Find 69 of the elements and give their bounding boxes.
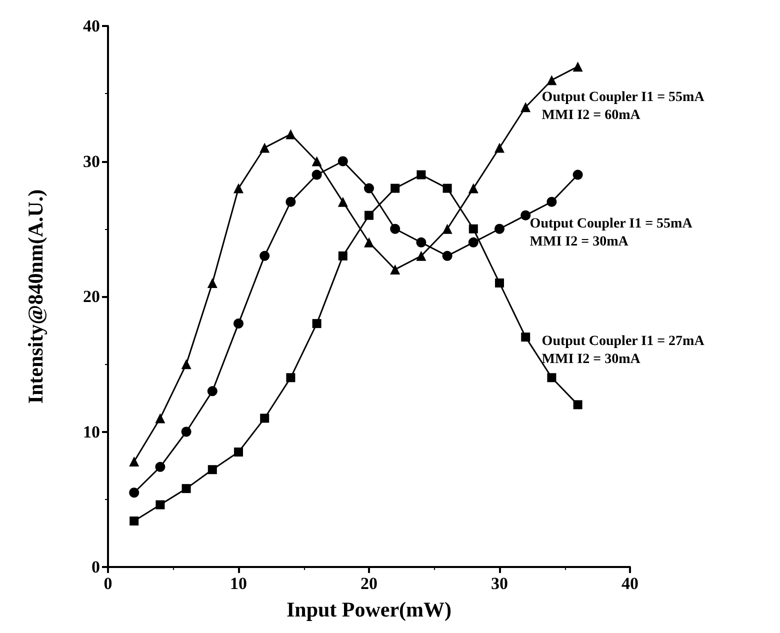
point xyxy=(338,156,348,166)
point xyxy=(468,224,478,234)
point xyxy=(364,210,374,220)
point xyxy=(364,183,374,194)
point xyxy=(390,264,400,274)
point xyxy=(520,102,531,112)
point xyxy=(390,224,400,234)
series-label: Output Coupler I1 = 55mA MMI I2 = 60mA xyxy=(542,90,706,124)
point xyxy=(260,250,270,261)
point xyxy=(181,426,192,437)
y-tick-label: 20 xyxy=(83,287,100,306)
point xyxy=(546,196,557,207)
point xyxy=(207,278,218,288)
x-tick-label: 40 xyxy=(622,574,638,593)
point xyxy=(416,237,426,248)
point xyxy=(286,373,296,382)
point xyxy=(390,184,400,193)
x-tick-label: 20 xyxy=(360,574,378,593)
point xyxy=(442,250,452,261)
point xyxy=(260,414,270,423)
point xyxy=(573,400,582,410)
point xyxy=(312,319,322,328)
point xyxy=(312,156,322,166)
point xyxy=(442,224,452,234)
series-label: Output Coupler I1 = 55mA MMI I2 = 30mA xyxy=(530,216,694,250)
point xyxy=(521,332,530,342)
point xyxy=(364,237,374,248)
point xyxy=(130,516,139,526)
point xyxy=(155,413,166,424)
point xyxy=(520,210,531,220)
y-tick-label: 10 xyxy=(83,422,100,442)
point xyxy=(468,237,478,248)
point xyxy=(547,373,556,382)
point xyxy=(572,62,583,72)
point xyxy=(260,142,270,153)
point xyxy=(182,484,191,494)
point xyxy=(234,318,244,329)
point xyxy=(494,142,504,153)
point xyxy=(494,224,504,234)
y-tick-label: 30 xyxy=(83,152,100,171)
point xyxy=(156,500,165,510)
x-axis-title: Input Power(mW) xyxy=(286,598,452,622)
point xyxy=(286,129,296,140)
point xyxy=(572,170,583,180)
point xyxy=(181,359,192,370)
y-axis-title: Intensity@840nm(A.U.) xyxy=(24,189,48,404)
x-tick-label: 10 xyxy=(230,574,247,593)
point xyxy=(495,278,504,288)
series-label: Output Coupler I1 = 27mA MMI I2 = 30mA xyxy=(542,334,706,368)
point xyxy=(312,170,322,180)
point xyxy=(129,456,140,467)
point xyxy=(338,196,348,207)
x-tick-label: 30 xyxy=(491,574,508,593)
point xyxy=(416,170,426,180)
point xyxy=(546,75,557,86)
point xyxy=(468,183,478,194)
x-tick-label: 0 xyxy=(104,574,112,593)
point xyxy=(338,251,348,260)
point xyxy=(208,465,217,474)
point xyxy=(234,448,243,457)
y-tick-label: 0 xyxy=(92,558,100,576)
point xyxy=(286,196,296,207)
y-tick-label: 40 xyxy=(83,16,100,36)
point xyxy=(234,183,244,194)
point xyxy=(416,250,426,261)
point xyxy=(207,386,218,396)
point xyxy=(442,184,452,193)
point xyxy=(155,462,166,472)
point xyxy=(129,488,140,498)
